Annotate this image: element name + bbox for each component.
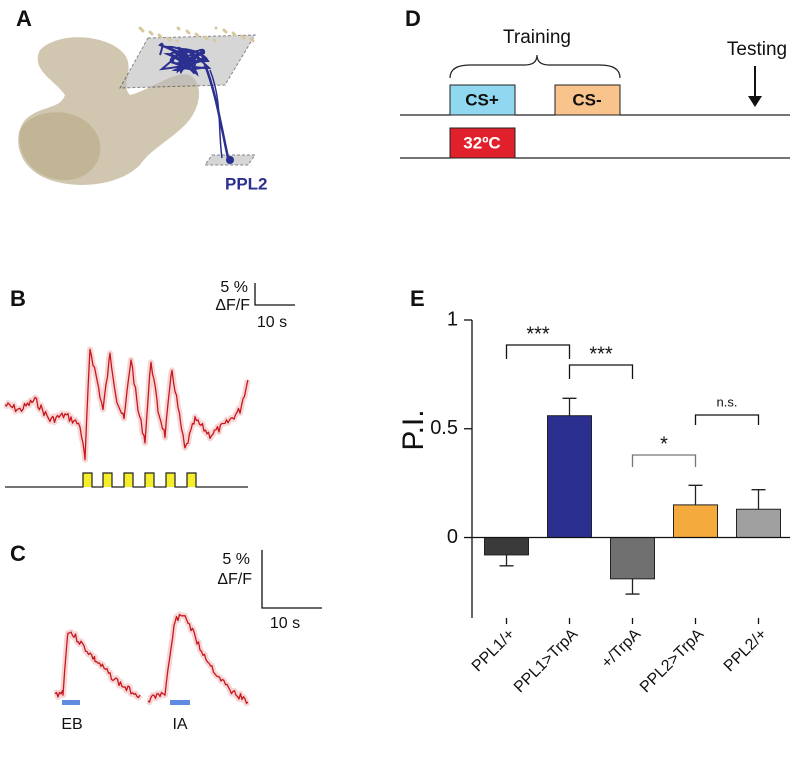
stimulus-pulse xyxy=(145,473,154,487)
cell-dot xyxy=(159,35,163,39)
temperature-label: 32ºC xyxy=(463,133,500,152)
scale-label: ΔF/F xyxy=(217,571,252,588)
training-label: Training xyxy=(503,27,571,48)
cell-dot xyxy=(177,27,181,31)
bar xyxy=(736,508,781,539)
stimulus-pulse xyxy=(83,473,92,487)
trace xyxy=(4,348,249,461)
error-bar xyxy=(625,578,640,595)
significance-label: *** xyxy=(526,323,550,345)
odor-bar xyxy=(170,700,190,705)
neuron-soma xyxy=(226,156,234,164)
significance-bracket xyxy=(505,344,571,359)
cell-dot xyxy=(150,32,154,36)
error-bar xyxy=(751,489,766,510)
panel-letter: A xyxy=(16,6,32,31)
cell-dot xyxy=(214,26,218,30)
trace xyxy=(54,631,141,699)
odor-bar xyxy=(62,700,80,705)
stimulus-pulse xyxy=(166,473,175,487)
panel-letter: D xyxy=(405,6,421,31)
cs-minus-box xyxy=(554,84,621,116)
significance-label: * xyxy=(660,433,668,455)
bar xyxy=(547,415,592,539)
cell-dot xyxy=(196,34,200,38)
significance-label: *** xyxy=(589,343,613,365)
x-tick-label: PPL2>TrpA xyxy=(637,626,708,697)
significance-label: n.s. xyxy=(717,394,738,409)
cs-plus-label: CS+ xyxy=(465,90,499,109)
testing-arrowhead xyxy=(748,96,762,107)
brain-shape xyxy=(19,112,101,181)
x-tick-label: PPL1/+ xyxy=(469,626,518,675)
cell-dot xyxy=(242,36,246,40)
cell-dot xyxy=(251,39,255,43)
cell-dot xyxy=(175,39,179,43)
neuron-arbor xyxy=(158,42,212,77)
neuron-axon xyxy=(209,69,223,159)
stimulus-pulse xyxy=(187,473,196,487)
bar xyxy=(673,504,718,539)
significance-bracket xyxy=(568,364,634,379)
testing-label: Testing xyxy=(727,39,787,60)
stimulus-line xyxy=(5,472,248,488)
scale-label: 5 % xyxy=(220,279,248,296)
cell-dot xyxy=(187,31,191,35)
training-brace xyxy=(449,54,621,79)
scale-label: 10 s xyxy=(270,615,300,632)
cell-dot xyxy=(168,38,172,42)
y-tick-label: 1 xyxy=(447,308,458,330)
bar xyxy=(610,537,655,580)
y-tick-label: 0 xyxy=(447,526,458,548)
panel-letter: B xyxy=(10,286,26,311)
panel-letter: C xyxy=(10,541,26,566)
y-axis-label: P.I. xyxy=(397,409,430,450)
error-bar xyxy=(499,554,514,567)
scale-bar xyxy=(261,550,322,609)
odor-label: IA xyxy=(172,716,187,733)
odor-label: EB xyxy=(61,716,82,733)
significance-bracket xyxy=(694,414,760,425)
stimulus-pulse xyxy=(103,473,112,487)
stimulus-pulse xyxy=(124,473,133,487)
scale-label: ΔF/F xyxy=(215,297,250,314)
neuron-label: PPL2 xyxy=(225,174,268,193)
cell-dot xyxy=(233,33,237,37)
bar xyxy=(484,537,529,556)
trace-sem xyxy=(3,346,251,463)
trace xyxy=(147,613,249,704)
x-tick-label: PPL1>TrpA xyxy=(511,626,582,697)
cell-dot xyxy=(141,29,145,33)
neuron-axon xyxy=(203,64,230,159)
cell-dot xyxy=(213,39,217,43)
error-bar xyxy=(562,397,577,416)
x-tick-label: PPL2/+ xyxy=(721,626,770,675)
heat-box xyxy=(449,127,516,159)
scale-label: 10 s xyxy=(257,314,287,331)
trace-sem xyxy=(146,611,250,707)
panel-letter: E xyxy=(410,286,425,311)
scale-bar xyxy=(254,283,295,306)
x-tick-label: +/TrpA xyxy=(598,626,644,672)
scale-label: 5 % xyxy=(222,551,250,568)
significance-bracket xyxy=(631,454,697,467)
cell-dot xyxy=(205,37,209,41)
error-bar xyxy=(688,484,703,505)
cell-dot xyxy=(224,30,228,34)
y-tick-label: 0.5 xyxy=(430,417,458,439)
cs-minus-label: CS- xyxy=(572,90,601,109)
cs-plus-box xyxy=(449,84,516,116)
